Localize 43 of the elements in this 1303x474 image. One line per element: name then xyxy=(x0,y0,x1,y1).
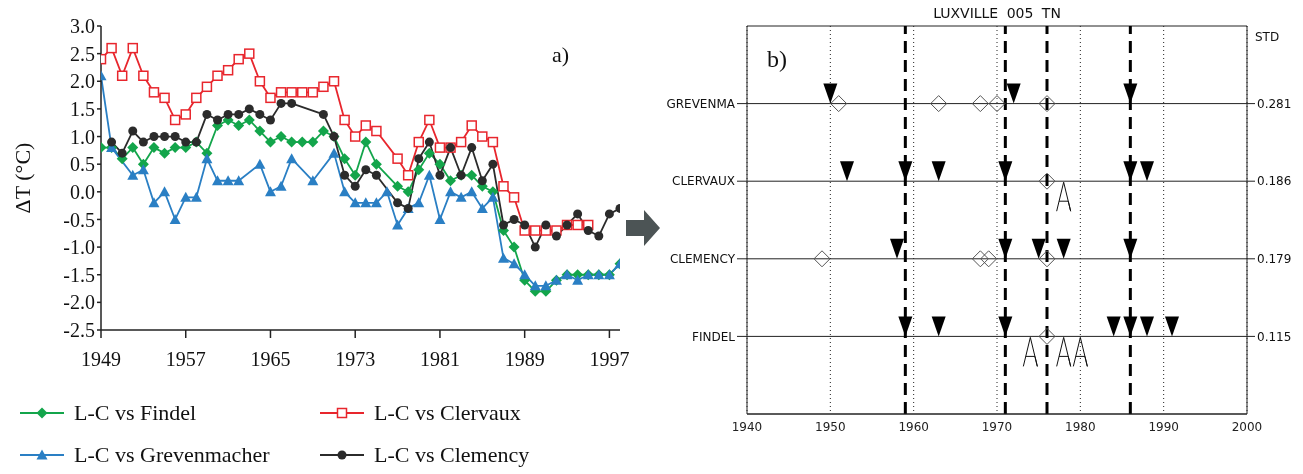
y-tick-label: 0.5 xyxy=(70,153,95,176)
x-tick-label: 1981 xyxy=(419,348,460,371)
y-tick-label: 2.5 xyxy=(70,42,95,65)
y-tick-label: 0.0 xyxy=(70,180,95,203)
x-tick-label: 1940 xyxy=(731,419,763,434)
x-tick-label: 2000 xyxy=(1231,419,1263,434)
x-tick-label: 1960 xyxy=(898,419,929,434)
y-tick-label: 3.0 xyxy=(70,15,95,38)
y-tick-label: CLERVAUX xyxy=(672,174,735,189)
x-tick-label: 1989 xyxy=(504,348,545,371)
y2-tick-label: 0.281 xyxy=(1257,96,1292,111)
x-tick-label: 1980 xyxy=(1065,419,1096,434)
y2-tick-label: 0.179 xyxy=(1257,252,1292,267)
legend-label: L-C vs Clemency xyxy=(374,442,530,468)
annotation: b) xyxy=(767,46,787,73)
y-tick-label: 1.0 xyxy=(70,125,95,148)
y-tick-label: -1.0 xyxy=(63,236,95,259)
y-tick-label: 1.5 xyxy=(70,98,95,121)
y2-axis-title: STD xyxy=(1255,30,1280,44)
y-tick-label: -0.5 xyxy=(63,208,95,231)
x-tick-label: 1970 xyxy=(981,419,1013,434)
y2-tick-label: 0.115 xyxy=(1257,329,1292,344)
y-tick-label: 2.0 xyxy=(70,70,95,93)
y-tick-label: -2.0 xyxy=(63,291,95,314)
annotation: a) xyxy=(552,42,570,68)
y-tick-label: -2.5 xyxy=(63,319,95,342)
x-tick-label: 1949 xyxy=(81,348,121,371)
x-tick-label: 1965 xyxy=(250,348,291,371)
x-tick-label: 1957 xyxy=(165,348,206,371)
legend-label: L-C vs Grevenmacher xyxy=(74,442,270,468)
chart-title: LUXVILLE 005 TN xyxy=(932,5,1062,21)
legend-label: L-C vs Findel xyxy=(74,400,197,426)
x-tick-label: 1973 xyxy=(335,348,376,371)
legend-label: L-C vs Clervaux xyxy=(374,400,521,426)
y-axis-title: ΔT (°C) xyxy=(9,142,35,214)
x-tick-label: 1990 xyxy=(1148,419,1179,434)
y-tick-label: GREVENMA xyxy=(666,96,736,111)
x-tick-label: 1950 xyxy=(815,419,846,434)
y-tick-label: -1.5 xyxy=(63,263,95,286)
y2-tick-label: 0.186 xyxy=(1257,174,1292,189)
x-tick-label: 1997 xyxy=(589,348,630,371)
y-tick-label: CLEMENCY xyxy=(669,252,736,267)
y-tick-label: FINDEL xyxy=(692,329,736,344)
